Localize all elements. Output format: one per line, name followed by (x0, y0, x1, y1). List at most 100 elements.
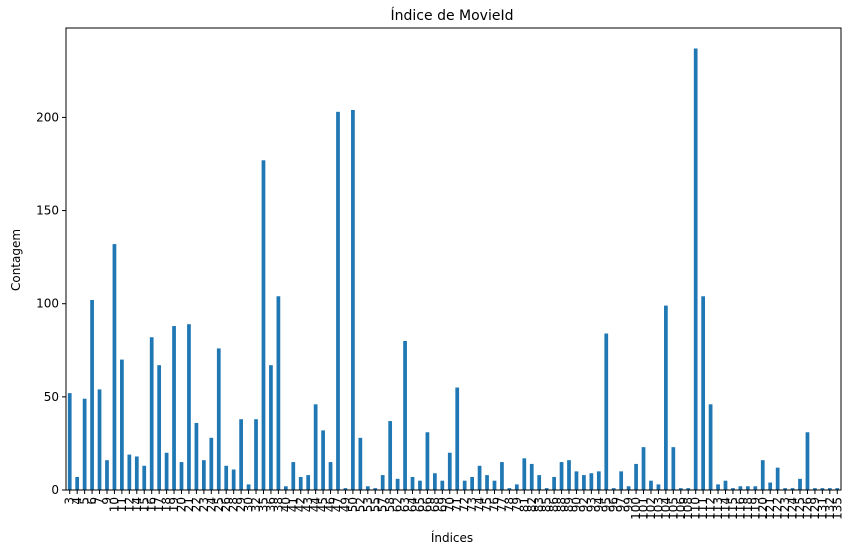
bar-26 (224, 465, 229, 490)
bar-16 (149, 337, 154, 490)
x-tick-label: 86 (547, 497, 561, 512)
x-tick-label: 47 (331, 497, 345, 512)
x-tick-label: 94 (592, 497, 606, 512)
x-tick-label: 74 (473, 497, 487, 512)
x-tick-label: 72 (458, 497, 472, 512)
x-tick-label: 105 (666, 497, 680, 520)
bar-126 (805, 432, 810, 490)
bar-124 (790, 488, 795, 490)
x-tick-label: 121 (763, 497, 777, 520)
bar-3 (67, 393, 72, 490)
y-tick-label: 100 (36, 297, 59, 311)
bar-101 (641, 447, 646, 490)
bar-29 (239, 419, 243, 490)
y-axis: 0 50 100 150 200 (36, 110, 66, 497)
x-tick-label: 46 (324, 497, 338, 512)
bar-115 (731, 488, 735, 490)
bar-75 (485, 475, 489, 490)
x-tick-label: 96 (607, 497, 621, 512)
bar-92 (582, 475, 586, 490)
x-tick-label: 85 (540, 497, 554, 512)
bar-49 (343, 488, 348, 490)
bar-116 (738, 486, 743, 490)
bar-123 (783, 488, 787, 490)
bar-69 (440, 480, 445, 490)
x-tick-label: 106 (674, 497, 688, 520)
x-tick-label: 108 (681, 497, 695, 520)
bar-7 (97, 389, 102, 490)
x-tick-label: 101 (637, 497, 651, 520)
x-tick-label: 102 (644, 497, 658, 520)
x-tick-label: 55 (368, 497, 382, 512)
bar-112 (708, 404, 713, 490)
bar-5 (82, 398, 87, 490)
x-tick-label: 120 (756, 497, 770, 520)
x-tick-label: 114 (719, 497, 733, 520)
bar-47 (336, 111, 340, 490)
bar-93 (589, 473, 594, 490)
y-tick-label: 0 (51, 483, 59, 497)
x-tick-label: 122 (771, 497, 785, 520)
x-tick-label: 22 (189, 497, 203, 512)
x-tick-label: 16 (145, 497, 159, 512)
x-tick-label: 5 (78, 497, 92, 505)
bar-77 (500, 462, 504, 490)
y-axis-label: Contagem (9, 229, 23, 291)
x-tick-label: 32 (249, 497, 263, 512)
bar-18 (164, 452, 169, 490)
bar-104 (664, 305, 668, 490)
bar-113 (716, 484, 720, 490)
bar-111 (701, 296, 706, 490)
x-tick-label: 58 (383, 497, 397, 512)
x-tick-label: 9 (100, 497, 114, 505)
x-axis-label: Índices (431, 530, 473, 545)
bar-68 (433, 473, 437, 490)
bar-88 (559, 462, 564, 490)
bar-50 (351, 109, 355, 490)
chart-title: Índice de MovieId (391, 7, 514, 24)
bar-14 (134, 456, 139, 490)
bar-20 (179, 462, 184, 490)
x-tick-label: 42 (294, 497, 308, 512)
bar-135 (835, 488, 840, 490)
x-tick-label: 79 (510, 497, 524, 512)
bar-78 (507, 488, 512, 490)
x-tick-label: 125 (793, 497, 807, 520)
bar-121 (768, 482, 773, 490)
x-tick-label: 14 (130, 497, 144, 512)
x-tick-label: 30 (242, 497, 256, 512)
y-tick-label: 50 (44, 390, 59, 404)
x-tick-label: 64 (406, 497, 420, 512)
x-tick-label: 88 (555, 497, 569, 512)
x-tick-label: 89 (562, 497, 576, 512)
x-tick-label: 21 (182, 497, 196, 512)
x-tick-label: 62 (391, 497, 405, 512)
x-tick-label: 36 (264, 497, 278, 512)
x-tick-label: 132 (823, 497, 837, 520)
x-tick-label: 63 (398, 497, 412, 512)
bar-52 (358, 437, 363, 490)
x-tick-label: 76 (487, 497, 501, 512)
x-tick-label: 35 (256, 497, 270, 512)
x-tick-label: 25 (212, 497, 226, 512)
x-tick-label: 28 (227, 497, 241, 512)
bar-82 (529, 463, 534, 490)
bar-21 (187, 324, 191, 490)
bar-43 (306, 475, 311, 490)
x-tick-label: 95 (599, 497, 613, 512)
bar-110 (693, 48, 698, 491)
x-tick-label: 90 (569, 497, 583, 512)
x-tick-label: 57 (376, 497, 390, 512)
x-tick-label: 97 (614, 497, 628, 512)
x-tick-label: 20 (175, 497, 189, 512)
bar-55 (373, 488, 378, 490)
bar-108 (686, 488, 691, 490)
bar-45 (321, 430, 325, 490)
x-tick-label: 70 (443, 497, 457, 512)
bar-125 (798, 478, 802, 490)
x-tick-label: 40 (279, 497, 293, 512)
bar-36 (269, 365, 273, 490)
x-tick-label: 119 (748, 497, 762, 520)
x-tick-label: 41 (286, 497, 300, 512)
bar-105 (671, 447, 676, 490)
